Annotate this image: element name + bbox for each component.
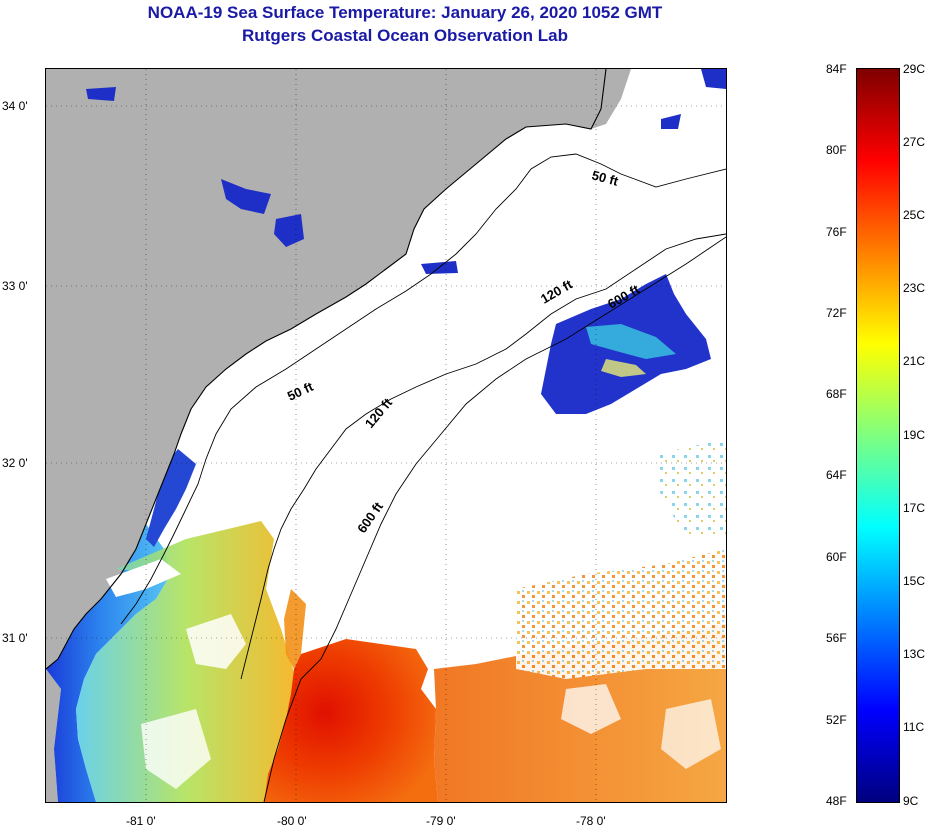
- inland-water-1: [221, 179, 271, 214]
- colorbar-c-17: 17C: [903, 501, 926, 515]
- inland-water-5: [701, 69, 726, 89]
- gulf-stream-core: [264, 639, 438, 802]
- colorbar-f-80: 80F: [826, 143, 847, 157]
- mid-shelf-water: [76, 521, 298, 802]
- inland-water-4: [661, 114, 681, 129]
- inland-water-2: [274, 214, 304, 247]
- map-title: NOAA-19 Sea Surface Temperature: January…: [147, 3, 663, 22]
- land-cape: [591, 69, 631, 129]
- colorbar-f-56: 56F: [826, 631, 847, 645]
- inland-water-6: [86, 87, 116, 101]
- lat-label-31: 31 0': [2, 631, 28, 645]
- colorbar-f-68: 68F: [826, 387, 847, 401]
- colorbar-c-19: 19C: [903, 428, 926, 442]
- colorbar-f-52: 52F: [826, 713, 847, 727]
- colorbar-f-84: 84F: [826, 62, 847, 76]
- lon-label-79: -79 0': [426, 814, 456, 828]
- colorbar-c-23: 23C: [903, 281, 926, 295]
- sst-map: 50 ft 120 ft 600 ft 50 ft 120 ft 600 ft: [45, 68, 727, 803]
- contour-600ft: [263, 236, 726, 802]
- lon-label-80: -80 0': [277, 814, 307, 828]
- colorbar-c-21: 21C: [903, 354, 926, 368]
- offshore-cool-streak: [586, 324, 676, 359]
- offshore-yellow-streak: [601, 359, 646, 377]
- coastal-blue-band: [146, 449, 196, 547]
- northeast-speckle: [656, 439, 726, 539]
- contour-50ft: [120, 153, 726, 625]
- map-subtitle: Rutgers Coastal Ocean Observation Lab: [242, 26, 568, 45]
- temperature-colorbar: [856, 68, 900, 803]
- cloud-gaps-east: [561, 684, 621, 734]
- colorbar-f-60: 60F: [826, 550, 847, 564]
- lat-label-33: 33 0': [2, 279, 28, 293]
- colorbar-c-11: 11C: [903, 720, 925, 734]
- graticule: [46, 69, 726, 802]
- colorbar-c-29: 29C: [903, 62, 926, 76]
- colorbar-c-9: 9C: [903, 794, 919, 808]
- colorbar-f-76: 76F: [826, 225, 847, 239]
- colorbar-c-13: 13C: [903, 647, 926, 661]
- cloud-patch-shelf-3: [141, 709, 211, 789]
- colorbar-c-15: 15C: [903, 574, 926, 588]
- cloud-patch-shelf: [106, 559, 181, 597]
- contour-120ft: [240, 233, 726, 680]
- cloud-gaps-east-2: [661, 699, 721, 769]
- colorbar-f-48: 48F: [826, 794, 847, 808]
- lat-label-34: 34 0': [2, 99, 28, 113]
- colorbar-c-27: 27C: [903, 135, 926, 149]
- cloud-patch-shelf-2: [186, 614, 246, 669]
- lon-label-81: -81 0': [126, 814, 156, 828]
- coastal-cool-water: [46, 524, 171, 802]
- coastline: [46, 69, 607, 670]
- colorbar-f-64: 64F: [826, 468, 847, 482]
- colorbar-c-25: 25C: [903, 208, 926, 222]
- lat-label-32: 32 0': [2, 456, 28, 470]
- eastern-speckled-field: [516, 549, 726, 679]
- lon-label-78: -78 0': [576, 814, 606, 828]
- colorbar-f-72: 72F: [826, 306, 847, 320]
- land-mass: [46, 69, 606, 669]
- warm-band-west: [284, 589, 306, 669]
- contour-label-50ft-north: 50 ft: [590, 167, 620, 189]
- land-left-edge: [46, 669, 61, 802]
